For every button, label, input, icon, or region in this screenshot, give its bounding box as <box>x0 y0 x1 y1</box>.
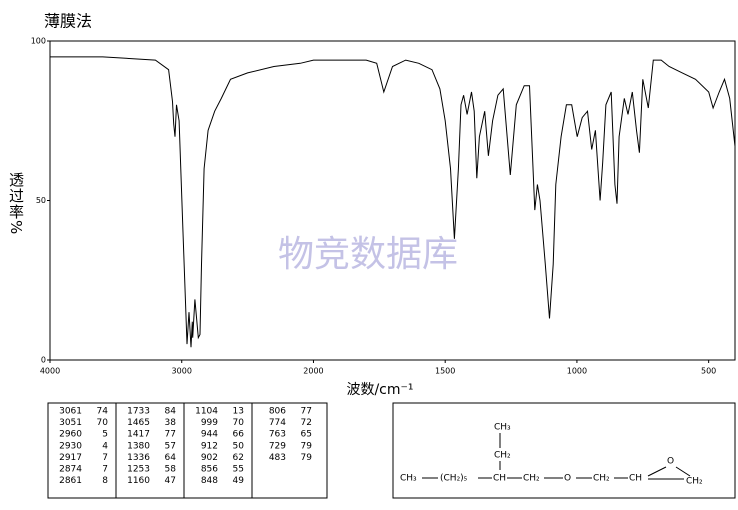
peak-transmittance: 4 <box>102 441 108 451</box>
x-tick-label: 4000 <box>40 367 60 376</box>
bonds <box>422 433 691 480</box>
peak-transmittance: 58 <box>165 465 177 475</box>
peak-transmittance: 64 <box>165 453 177 463</box>
peak-wavenumber: 999 <box>201 418 218 428</box>
peak-transmittance: 79 <box>301 441 313 451</box>
peak-wavenumber: 1253 <box>127 465 150 475</box>
peak-wavenumber: 1380 <box>127 441 150 451</box>
y-tick-label: 100 <box>31 37 46 46</box>
peak-wavenumber: 1417 <box>127 430 150 440</box>
peak-wavenumber: 902 <box>201 453 218 463</box>
peak-transmittance: 77 <box>301 407 312 417</box>
peak-transmittance: 70 <box>233 418 245 428</box>
structure-frame <box>392 402 736 499</box>
peak-transmittance: 84 <box>165 407 177 417</box>
x-tick-label: 2000 <box>303 367 323 376</box>
x-tick-label: 3000 <box>172 367 192 376</box>
structure-label: CH₂ <box>593 474 610 484</box>
structure-label: CH₃ <box>494 423 511 433</box>
peak-wavenumber: 944 <box>201 430 218 440</box>
peak-wavenumber: 3061 <box>59 407 82 417</box>
structure-label: CH₃ <box>400 474 417 484</box>
structure-label: (CH₂)₅ <box>440 474 468 484</box>
peak-transmittance: 79 <box>301 453 313 463</box>
x-tick-label: 500 <box>701 367 716 376</box>
y-tick-label: 50 <box>36 196 46 205</box>
x-tick-label: 1000 <box>567 367 587 376</box>
peak-wavenumber: 729 <box>269 441 286 451</box>
structure-label: O <box>667 457 674 467</box>
peak-wavenumber: 2874 <box>59 465 82 475</box>
peak-transmittance: 72 <box>301 418 312 428</box>
peak-transmittance: 57 <box>165 441 176 451</box>
structure-label: CH₂ <box>686 477 703 487</box>
peak-wavenumber: 912 <box>201 441 218 451</box>
peak-transmittance: 65 <box>301 430 312 440</box>
structure-label: CH₂ <box>523 474 540 484</box>
peak-wavenumber: 1733 <box>127 407 150 417</box>
plot-frame <box>49 40 736 361</box>
peak-transmittance: 62 <box>233 453 244 463</box>
structure-label: O <box>564 474 571 484</box>
y-axis-label: 透过率% <box>7 172 25 236</box>
structure-label: CH <box>493 474 506 484</box>
x-tick-label: 1500 <box>435 367 455 376</box>
peak-wavenumber: 763 <box>269 430 286 440</box>
peak-transmittance: 50 <box>233 441 245 451</box>
peak-transmittance: 66 <box>233 430 245 440</box>
peak-transmittance: 47 <box>165 476 176 486</box>
peak-transmittance: 49 <box>233 476 245 486</box>
peak-wavenumber: 1336 <box>127 453 150 463</box>
peak-transmittance: 70 <box>97 418 109 428</box>
peak-wavenumber: 774 <box>269 418 286 428</box>
peak-transmittance: 55 <box>233 465 244 475</box>
structure-label: CH₂ <box>494 451 511 461</box>
peak-table-frame <box>47 402 328 499</box>
peak-wavenumber: 2861 <box>59 476 82 486</box>
peak-wavenumber: 1160 <box>127 476 150 486</box>
peak-wavenumber: 1104 <box>195 407 218 417</box>
peak-transmittance: 38 <box>165 418 177 428</box>
x-axis-label: 波数/cm⁻¹ <box>346 382 413 398</box>
spectrum-line <box>50 56 736 348</box>
watermark: 物竞数据库 <box>278 234 458 275</box>
peak-transmittance: 74 <box>97 407 109 417</box>
peak-transmittance: 5 <box>102 430 108 440</box>
peak-transmittance: 13 <box>233 407 244 417</box>
peak-wavenumber: 3051 <box>59 418 82 428</box>
peak-transmittance: 7 <box>102 465 108 475</box>
y-tick-label: 0 <box>41 356 46 365</box>
peak-transmittance: 7 <box>102 453 108 463</box>
peak-transmittance: 77 <box>165 430 176 440</box>
peak-wavenumber: 483 <box>269 453 286 463</box>
peak-wavenumber: 2960 <box>59 430 82 440</box>
peak-wavenumber: 1465 <box>127 418 150 428</box>
peak-wavenumber: 2930 <box>59 441 82 451</box>
peak-wavenumber: 856 <box>201 465 218 475</box>
chart-title: 薄膜法 <box>44 12 92 31</box>
peak-wavenumber: 806 <box>269 407 286 417</box>
structure-label: CH <box>629 474 642 484</box>
peak-wavenumber: 2917 <box>59 453 82 463</box>
peak-transmittance: 8 <box>102 476 108 486</box>
peak-wavenumber: 848 <box>201 476 218 486</box>
